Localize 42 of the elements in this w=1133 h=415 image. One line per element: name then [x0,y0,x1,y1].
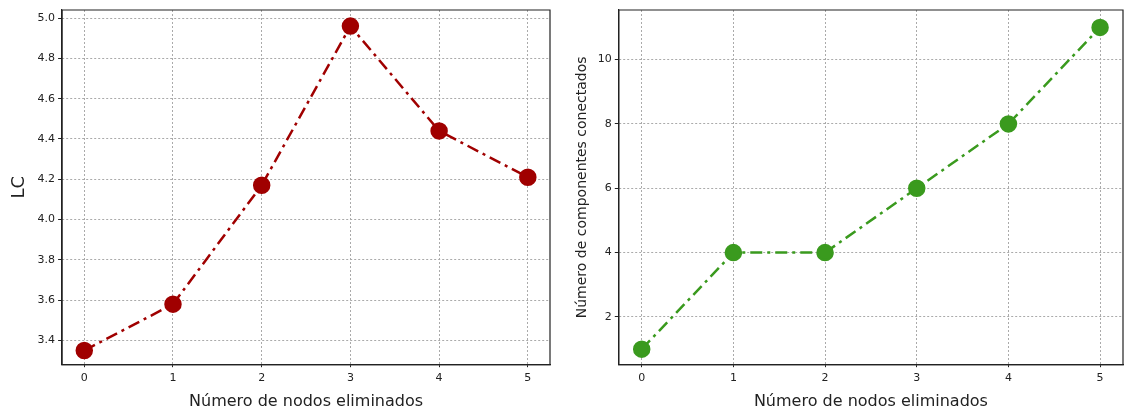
y-tick-label: 3.4 [37,333,56,347]
y-tick-label: 4.8 [37,51,56,65]
x-tick-label: 1 [169,371,177,385]
y-tick-label: 2 [604,309,612,323]
y-tick-label: 3.8 [37,252,56,266]
point [164,295,182,313]
x-tick-label: 1 [729,371,737,385]
point [632,340,651,358]
y-axis-title: Número de componentes conectados [573,56,590,319]
x-tick-label: 0 [638,371,646,385]
point [724,243,743,262]
point [75,341,94,360]
y-tick-label: 4 [604,245,612,259]
point [816,243,834,262]
x-tick-label: 4 [1004,371,1012,385]
y-tick-label: 4.2 [37,172,56,186]
y-tick-label: 10 [597,52,612,66]
point [252,176,271,195]
y-tick-label: 4.6 [37,91,56,105]
point [999,115,1018,133]
point [519,168,537,186]
x-axis-title: Número de nodos eliminados [753,390,988,410]
x-tick-label: 3 [913,371,921,385]
y-tick-label: 5.0 [37,10,56,24]
x-tick-label: 5 [1096,371,1104,385]
x-tick-label: 0 [80,371,88,385]
y-tick-label: 3.6 [37,292,56,306]
point [341,17,360,35]
y-tick-label: 8 [604,116,612,130]
point [907,179,926,198]
x-tick-label: 3 [346,371,354,385]
x-tick-label: 2 [821,371,829,385]
point [1091,18,1109,37]
y-tick-label: 4.0 [37,212,56,226]
point [430,122,448,140]
x-tick-label: 4 [435,371,443,385]
y-tick-label: 6 [604,181,612,195]
y-tick-label: 4.4 [37,131,56,145]
x-axis-title: Número de nodos eliminados [189,390,424,410]
x-tick-label: 5 [524,371,532,385]
x-tick-label: 2 [258,371,266,385]
y-axis-title: LC [7,176,29,199]
